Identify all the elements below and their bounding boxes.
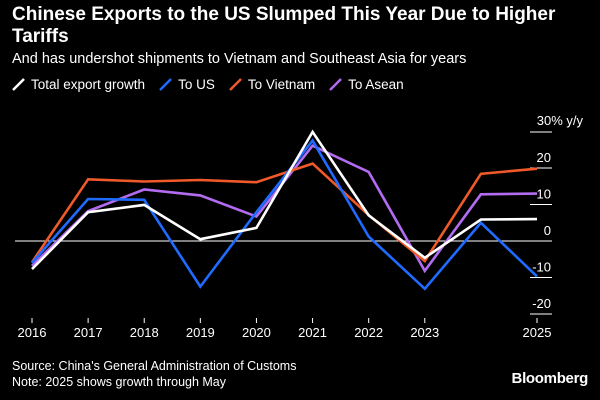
legend-label-vietnam: To Vietnam	[247, 76, 316, 92]
legend-check-icon	[228, 77, 242, 91]
legend-item-total: Total export growth	[12, 77, 145, 92]
y-tick-label: -20	[532, 296, 551, 311]
x-tick-label: 2018	[130, 325, 159, 340]
legend-label-asean: To Asean	[348, 76, 404, 92]
x-tick-label: 2017	[74, 325, 103, 340]
y-tick-label: 10	[537, 187, 551, 202]
y-unit-label: 30% y/y	[537, 113, 584, 128]
chart-subtitle: And has undershot shipments to Vietnam a…	[12, 51, 467, 67]
legend-item-us: To US	[159, 77, 215, 92]
series-line-to-us	[31, 138, 538, 291]
bloomberg-logo: Bloomberg	[511, 370, 589, 387]
date-note: Note: 2025 shows growth through May	[12, 375, 227, 389]
x-tick-label: 2019	[186, 325, 215, 340]
x-tick-label: 2016	[18, 325, 47, 340]
x-tick-label: 2023	[410, 325, 439, 340]
y-tick-label: 0	[544, 223, 551, 238]
x-tick-label: 2021	[298, 325, 327, 340]
x-tick-label: 2025	[523, 325, 552, 340]
legend-item-vietnam: To Vietnam	[228, 76, 316, 92]
legend-item-asean: To Asean	[329, 77, 404, 92]
y-tick-label: -10	[532, 260, 551, 275]
series-line-to-vietnam	[30, 162, 538, 264]
legend-check-icon	[159, 77, 172, 91]
legend-check-icon	[329, 77, 343, 91]
chart-title: Chinese Exports to the US Slumped This Y…	[12, 4, 556, 47]
legend-check-icon	[12, 77, 25, 91]
legend-label-total: Total export growth	[31, 76, 146, 92]
source-note: Source: China's General Administration o…	[12, 359, 297, 373]
x-tick-label: 2022	[354, 325, 383, 340]
y-tick-label: 20	[537, 150, 551, 165]
footer: Source: China's General Administration o…	[12, 358, 296, 390]
series-line-total-export-growth	[31, 129, 538, 271]
legend-label-us: To US	[178, 76, 215, 92]
series-line-to-asean	[31, 144, 538, 274]
x-tick-label: 2020	[242, 325, 271, 340]
legend: Total export growth To US To Vietnam To …	[12, 74, 404, 94]
